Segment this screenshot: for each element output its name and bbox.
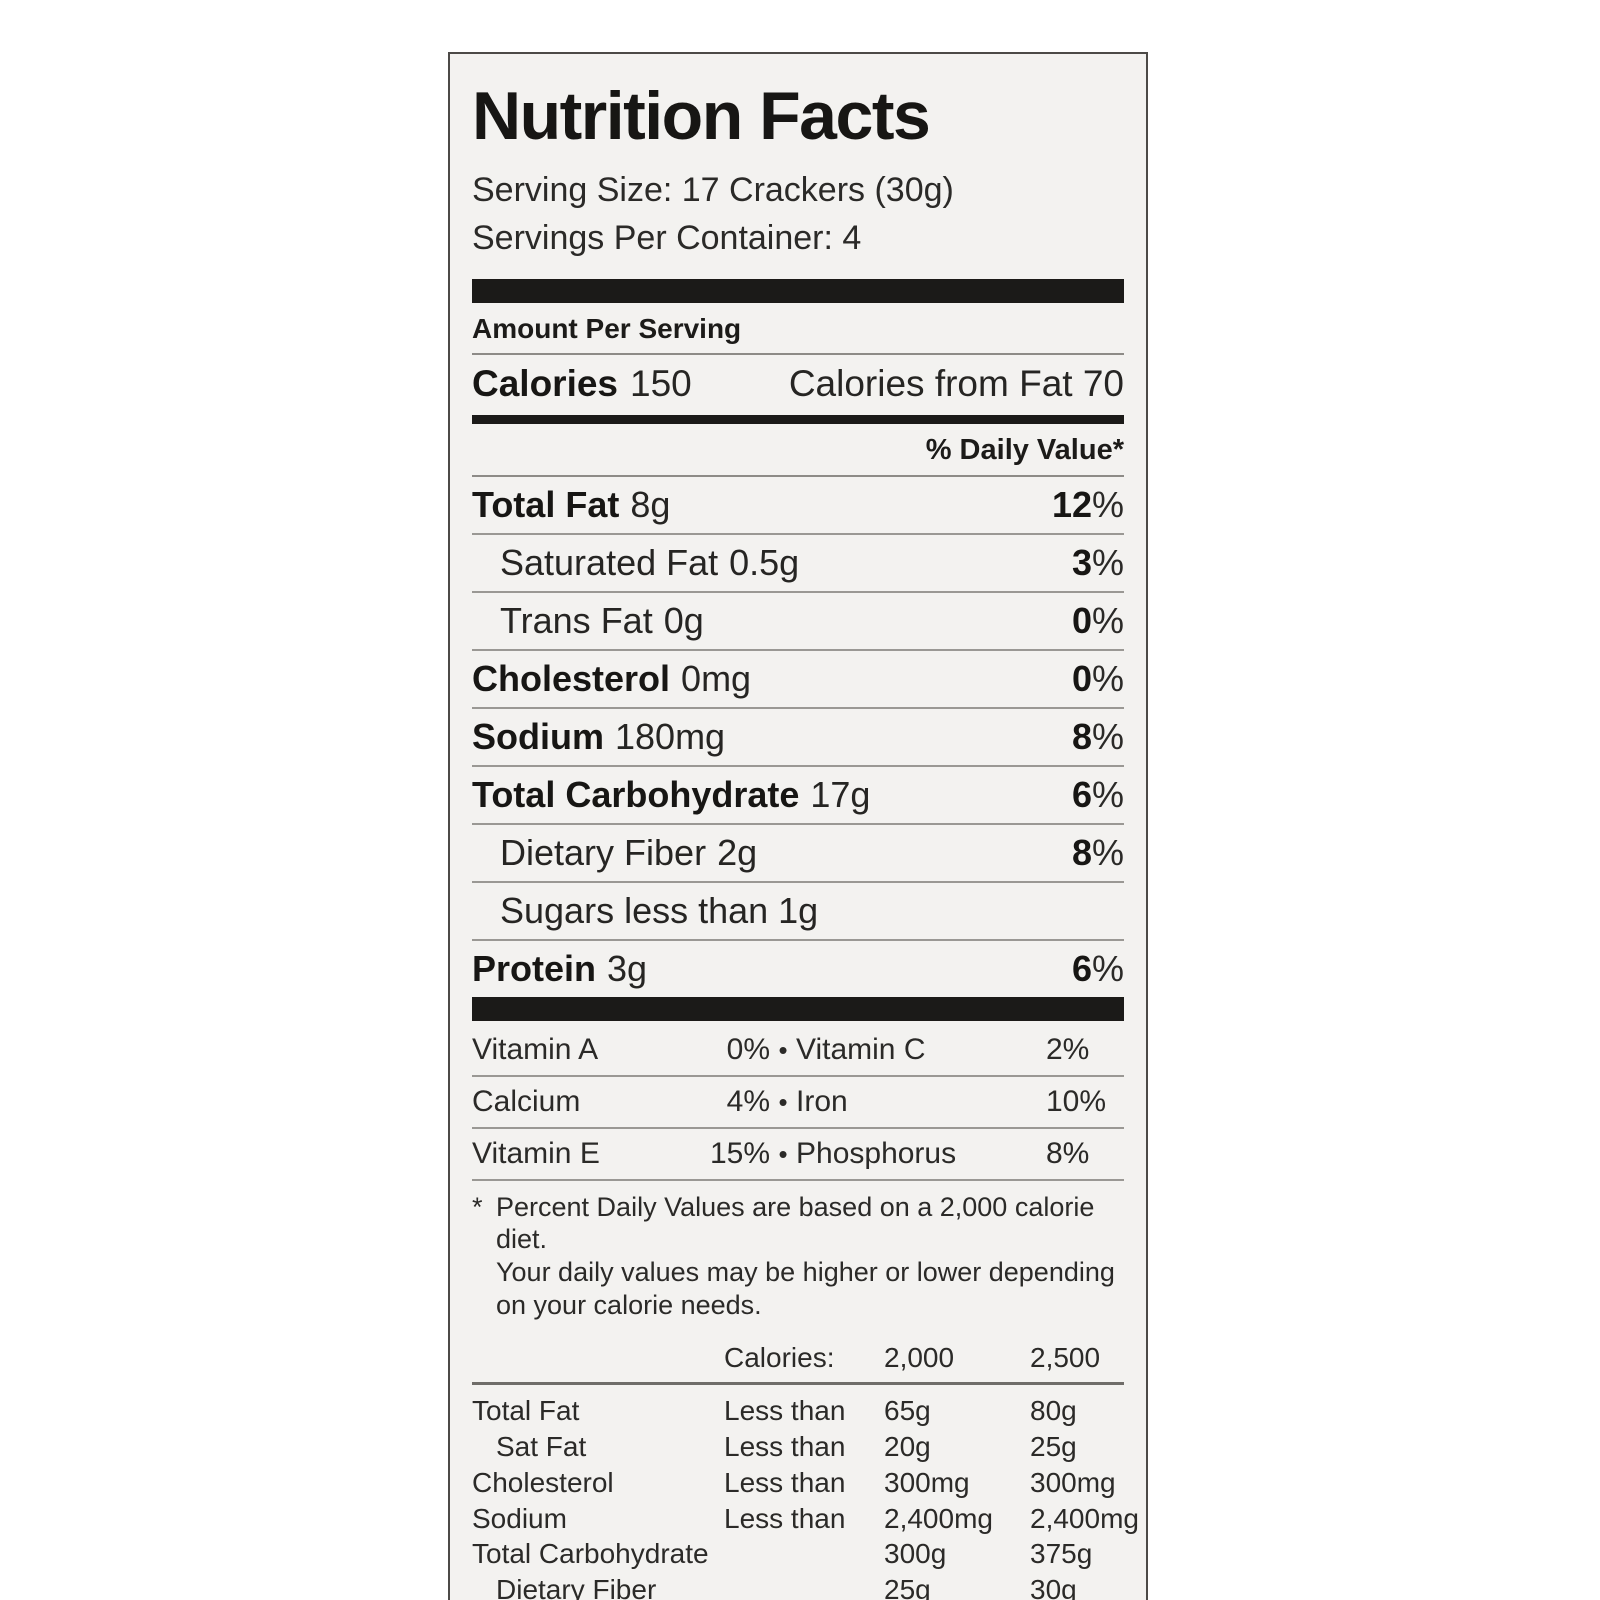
calories-label: Calories — [472, 362, 619, 404]
calories-column-label: Calories: — [724, 1342, 835, 1374]
reference-row-cholesterol: Cholesterol Less than 300mg 300mg — [472, 1466, 1116, 1498]
column-2000-header: 2,000 — [884, 1342, 955, 1374]
vitamin-row-a-c: Vitamin A 0% • Vitamin C 2% — [472, 1025, 1124, 1077]
nutrient-row-trans-fat: Trans Fat 0g 0% — [472, 593, 1124, 651]
nutrient-name: Trans Fat 0g — [500, 599, 704, 641]
vitamin-value: 2% — [1046, 1032, 1090, 1066]
footnote-text: Percent Daily Values are based on a 2,00… — [496, 1191, 1115, 1321]
vitamin-name: Iron — [796, 1084, 848, 1118]
nutrient-name: Cholesterol 0mg — [472, 657, 752, 699]
vitamin-name: Phosphorus — [796, 1136, 957, 1170]
separator-bar-thick-bottom — [472, 996, 1124, 1021]
nutrient-row-dietary-fiber: Dietary Fiber 2g 8% — [472, 825, 1124, 883]
separator-bar-thick-top — [472, 278, 1124, 303]
nutrient-row-saturated-fat: Saturated Fat 0.5g 3% — [472, 535, 1124, 593]
reference-table-rule — [472, 1382, 1124, 1386]
reference-row-sat-fat: Sat Fat Less than 20g 25g — [496, 1430, 1077, 1462]
reference-table-header: Calories: 2,000 2,500 — [472, 1340, 1124, 1376]
nutrient-daily-value: 8% — [1071, 715, 1124, 757]
nutrient-name: Dietary Fiber 2g — [500, 831, 758, 873]
bullet-separator: • — [778, 1034, 788, 1065]
footnote-asterisk: * — [472, 1191, 483, 1222]
vitamin-name: Vitamin A — [472, 1032, 599, 1066]
nutrient-name: Protein 3g — [472, 947, 648, 989]
nutrient-name: Total Carbohydrate 17g — [472, 773, 871, 815]
nutrient-name: Total Fat 8g — [472, 483, 671, 525]
serving-size-text: Serving Size: 17 Crackers (30g) — [472, 171, 954, 209]
nutrition-facts-title: Nutrition Facts — [472, 78, 931, 154]
nutrient-daily-value: 0% — [1071, 657, 1124, 699]
nutrient-daily-value: 6% — [1071, 773, 1124, 815]
nutrient-row-total-fat: Total Fat 8g 12% — [472, 477, 1124, 535]
nutrient-daily-value: 0% — [1071, 599, 1124, 641]
nutrient-row-sugars: Sugars less than 1g — [472, 883, 1124, 941]
amount-per-serving-heading: Amount Per Serving — [472, 303, 1124, 355]
nutrition-facts-label: Nutrition Facts Serving Size: 17 Cracker… — [448, 52, 1148, 1600]
reference-row-sodium: Sodium Less than 2,400mg 2,400mg — [472, 1502, 1139, 1534]
reference-row-total-carbohydrate: Total Carbohydrate 300g 375g — [472, 1538, 1093, 1570]
vitamin-row-calcium-iron: Calcium 4% • Iron 10% — [472, 1077, 1124, 1129]
nutrient-row-total-carbohydrate: Total Carbohydrate 17g 6% — [472, 767, 1124, 825]
nutrient-row-cholesterol: Cholesterol 0mg 0% — [472, 651, 1124, 709]
reference-row-dietary-fiber: Dietary Fiber 25g 30g — [496, 1574, 1077, 1600]
nutrient-name: Saturated Fat 0.5g — [500, 541, 800, 583]
nutrient-daily-value: 3% — [1071, 541, 1124, 583]
vitamin-row-e-phosphorus: Vitamin E 15% • Phosphorus 8% — [472, 1129, 1124, 1181]
vitamin-value: 10% — [1046, 1084, 1107, 1118]
vitamin-name: Vitamin E — [472, 1136, 600, 1170]
vitamin-value: 0% — [726, 1032, 770, 1066]
nutrient-daily-value: 12% — [1051, 483, 1124, 525]
bullet-separator: • — [778, 1086, 788, 1117]
nutrient-name: Sodium 180mg — [472, 715, 726, 757]
vitamin-name: Calcium — [472, 1084, 581, 1118]
reference-values-table: Calories: 2,000 2,500 Total Fat Less tha… — [472, 1340, 1139, 1600]
column-2500-header: 2,500 — [1030, 1342, 1101, 1374]
reference-row-total-fat: Total Fat Less than 65g 80g — [472, 1395, 1077, 1427]
calories-amount: Calories 150 — [472, 363, 692, 405]
vitamin-value: 4% — [726, 1084, 770, 1118]
nutrient-row-protein: Protein 3g 6% — [472, 941, 1124, 997]
nutrient-daily-value: 6% — [1071, 947, 1124, 989]
calories-row: Calories 150 Calories from Fat 70 — [472, 355, 1124, 415]
daily-value-footnote: * Percent Daily Values are based on a 2,… — [472, 1181, 1124, 1327]
calories-from-fat: Calories from Fat 70 — [788, 362, 1124, 404]
nutrient-daily-value: 8% — [1071, 831, 1124, 873]
bullet-separator: • — [778, 1138, 788, 1169]
calories-value: 150 — [630, 362, 692, 404]
daily-value-header: % Daily Value* — [472, 424, 1124, 477]
servings-per-container-text: Servings Per Container: 4 — [472, 219, 862, 258]
vitamin-value: 8% — [1046, 1136, 1090, 1170]
separator-bar-medium — [472, 414, 1124, 424]
vitamin-value: 15% — [709, 1136, 770, 1170]
nutrient-row-sodium: Sodium 180mg 8% — [472, 709, 1124, 767]
nutrient-name: Sugars less than 1g — [500, 889, 819, 931]
vitamin-name: Vitamin C — [796, 1032, 926, 1066]
